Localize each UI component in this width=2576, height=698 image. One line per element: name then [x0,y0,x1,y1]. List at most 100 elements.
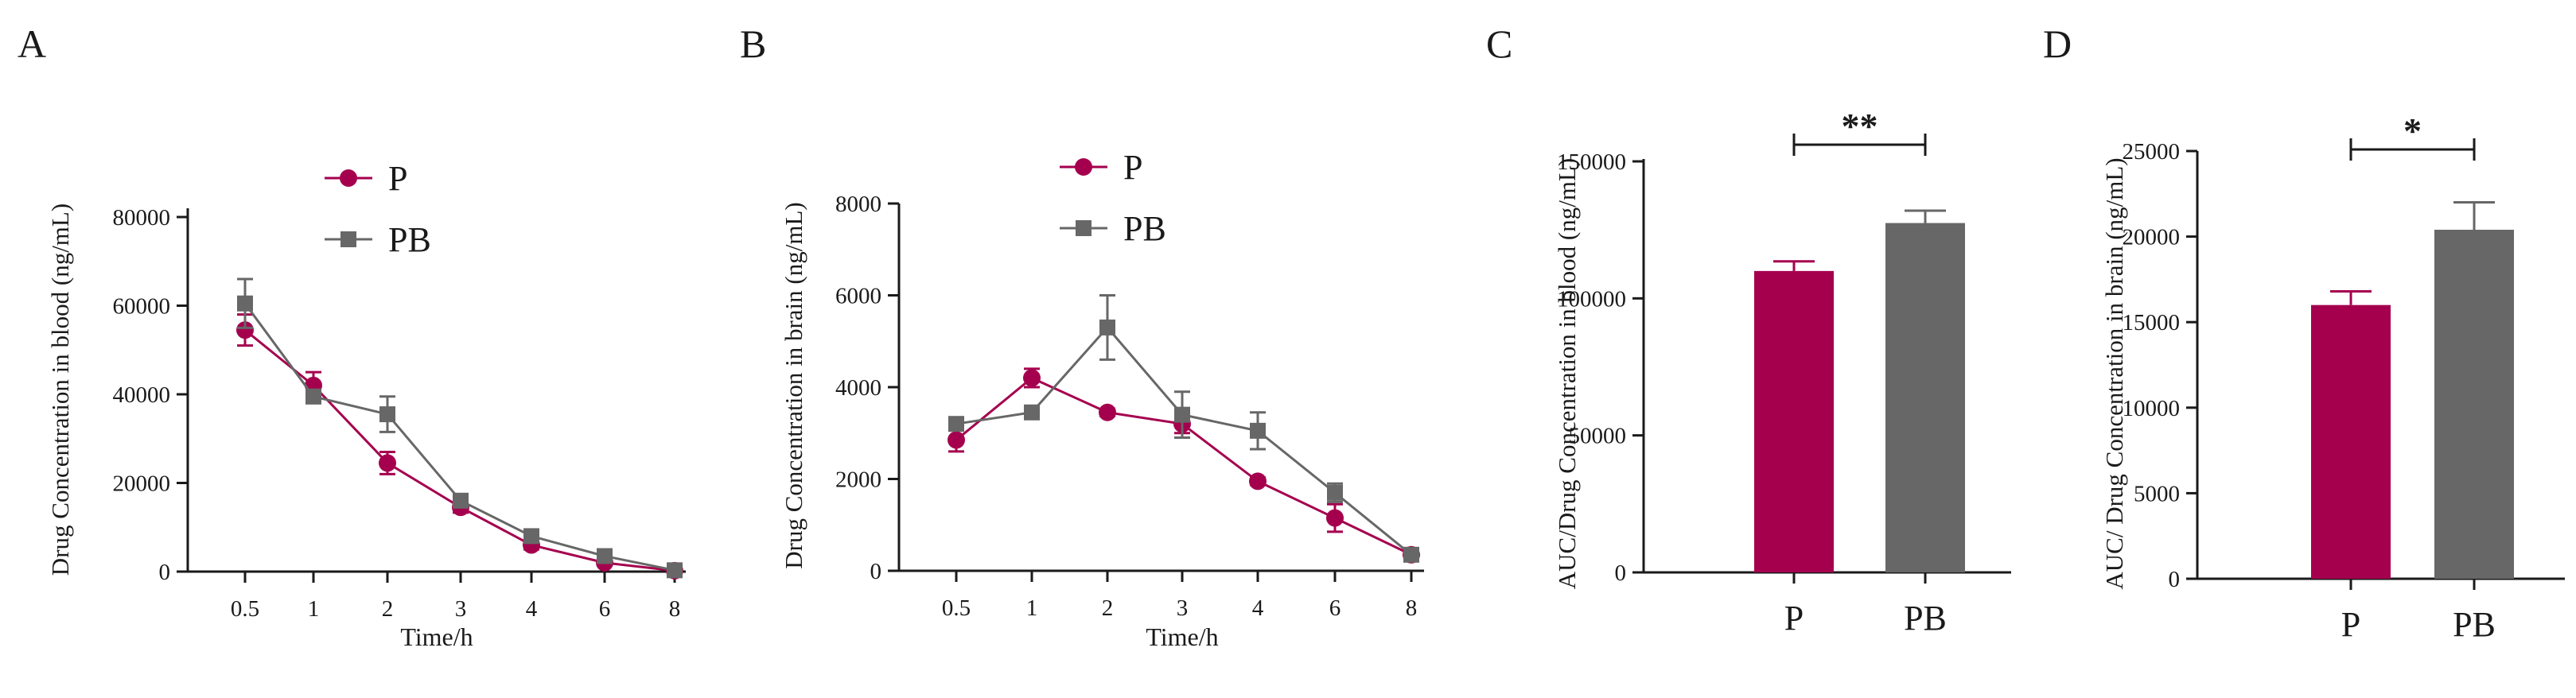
y-tick-label: 100000 [1557,286,1626,312]
y-tick-label: 10000 [2123,396,2181,421]
data-point-pb [237,295,253,312]
legend-label-pb: PB [388,220,431,259]
y-tick-label: 60000 [113,294,171,320]
panel-c-ticks: 0 50000 100000 150000 P PB [1557,149,1947,638]
y-tick-label: 40000 [113,382,171,408]
panel-d-brain-auc-bar-chart: 0 5000 10000 15000 20000 25000 P PB * AUC/ Drug… [2100,111,2565,644]
panel-a-legend: P PB [325,159,431,259]
data-point-p [948,431,965,449]
y-tick-label: 80000 [113,205,171,231]
data-point-pb [1024,404,1040,421]
panel-b-ticks: 0 2000 4000 6000 8000 0.5 1 2 3 4 6 8 [835,192,1417,621]
y-tick-label: 50000 [1569,424,1627,449]
significance-marker: ** [1842,106,1878,146]
legend-marker-pb [340,231,356,247]
y-tick-label: 0 [1615,560,1627,586]
panel-d-y-label: AUC/ Drug Concentration in brain (ng/mL) [2100,157,2128,589]
x-tick-label: 8 [1406,595,1418,621]
panel-a-marks [236,277,683,580]
series-line-p [244,328,675,572]
data-point-pb [667,562,683,579]
series-line-pb [243,302,675,572]
legend-marker-pb [1076,220,1091,236]
bar-p [2311,304,2391,579]
y-tick-label: 20000 [2123,225,2181,250]
data-point-pb [523,528,539,545]
x-tick-label: 4 [526,596,538,622]
panel-b-y-label: Drug Concentration in brain (ng/mL) [780,202,807,568]
data-point-p [1099,403,1116,421]
x-tick-label: 0.5 [231,596,259,622]
y-tick-label: 15000 [2123,310,2181,335]
x-tick-label: 2 [1102,595,1114,621]
legend-label-p: P [1123,148,1142,187]
panel-a-x-label: Time/h [400,622,473,651]
data-point-pb [1250,422,1266,439]
panel-d-ticks: 0 5000 10000 15000 20000 25000 P PB [2123,139,2496,644]
panel-d-marks: * [2311,111,2514,579]
panel-label-b: B [740,21,766,66]
x-tick-label: 6 [599,596,611,622]
x-tick-label: 4 [1252,595,1264,621]
data-point-pb [1327,484,1343,501]
data-point-p [1249,472,1267,491]
legend-label-p: P [388,159,407,198]
data-point-p [1326,509,1344,527]
x-tick-label-p: P [1784,599,1804,638]
data-point-pb [1099,319,1115,335]
panel-b-marks [948,294,1420,564]
panel-label-a: A [18,21,46,66]
data-point-pb [305,388,321,405]
significance-marker: * [2403,111,2422,151]
data-point-p [379,454,396,472]
panel-b-x-label: Time/h [1146,622,1218,651]
data-point-pb [379,406,395,423]
bar-pb [1885,223,1965,572]
y-tick-label: 150000 [1557,149,1626,175]
y-tick-label: 6000 [835,284,881,309]
y-tick-label: 25000 [2123,139,2181,165]
data-point-p [236,321,254,339]
x-tick-label: 0.5 [942,595,971,621]
legend-label-pb: PB [1123,209,1166,248]
data-point-pb [453,492,469,509]
data-point-pb [1174,406,1190,423]
bar-p [1754,270,1834,572]
legend-marker-p [340,169,357,187]
panel-b-legend: P PB [1060,148,1166,248]
x-tick-label: 8 [669,596,681,622]
x-tick-label: 1 [308,596,320,622]
panel-a-y-label: Drug Concentration in blood (ng/mL) [46,204,74,576]
panel-label-c: C [1486,21,1512,66]
data-point-pb [597,548,613,564]
bar-pb [2434,229,2514,579]
panel-b-brain-line-chart: 0 2000 4000 6000 8000 0.5 1 2 3 4 6 8 P PB Time/h Dr… [780,148,1424,651]
panel-c-marks: ** [1754,106,1965,572]
panel-a-ticks: 0 20000 40000 60000 80000 0.5 1 2 3 4 6 8 [113,205,681,622]
x-tick-label: 6 [1329,595,1341,621]
data-point-p [1023,369,1041,387]
y-tick-label: 0 [159,560,171,585]
x-tick-label: 3 [1177,595,1189,621]
legend-marker-p [1075,158,1092,176]
x-tick-label-pb: PB [2453,605,2496,644]
panel-c-blood-auc-bar-chart: 0 50000 100000 150000 P PB ** AUC/Drug Concen… [1553,106,2011,638]
y-tick-label: 0 [870,559,882,584]
data-point-pb [948,416,964,432]
x-tick-label: 2 [382,596,394,622]
x-tick-label: 1 [1026,595,1038,621]
y-tick-label: 2000 [835,467,881,493]
panel-label-d: D [2043,21,2072,66]
data-point-pb [1403,546,1419,563]
y-tick-label: 0 [2169,567,2181,592]
y-tick-label: 5000 [2134,481,2180,506]
x-tick-label-pb: PB [1904,599,1947,638]
y-tick-label: 8000 [835,192,881,217]
x-tick-label: 3 [455,596,467,622]
panel-a-blood-line-chart: 0 20000 40000 60000 80000 0.5 1 2 3 4 6 8 P PB Time/… [46,159,686,651]
panel-c-y-label: AUC/Drug Concentration in blood (ng/mL) [1553,158,1581,589]
y-tick-label: 20000 [113,471,171,497]
x-tick-label-p: P [2341,605,2360,644]
y-tick-label: 4000 [835,375,881,401]
